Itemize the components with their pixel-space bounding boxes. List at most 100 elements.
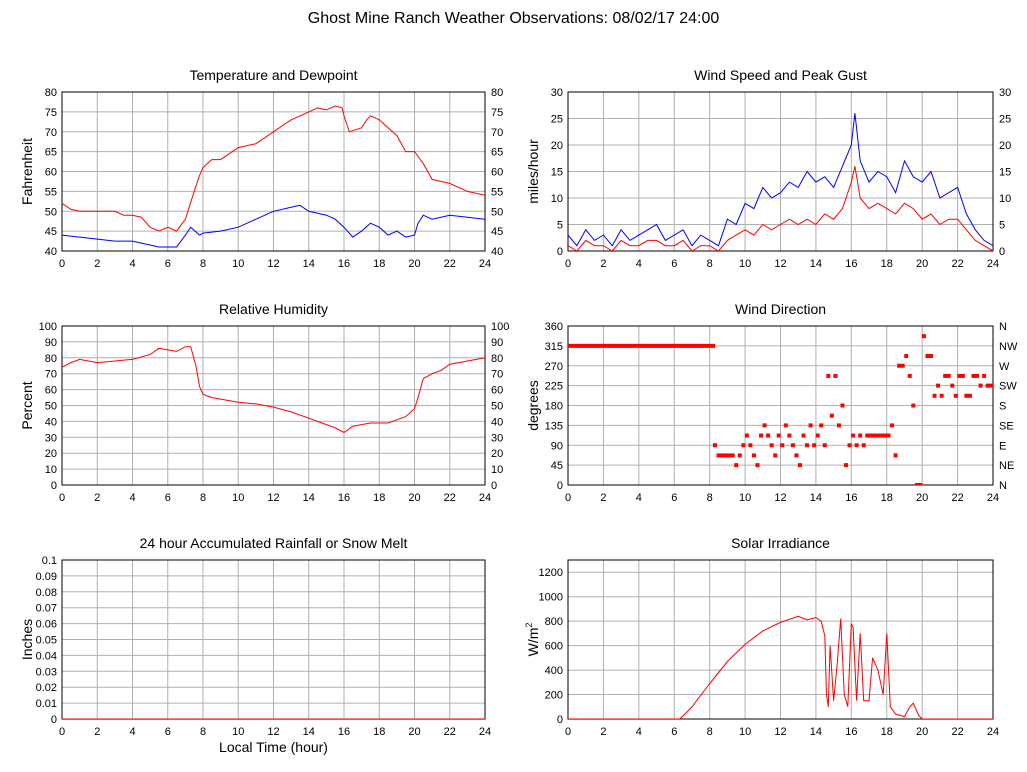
data-point [568, 343, 570, 348]
data-point [946, 373, 951, 378]
x-tick-label: 4 [129, 492, 135, 504]
data-point [897, 363, 902, 368]
right-tick-label: 65 [491, 147, 503, 159]
right-tick-label: NE [999, 460, 1014, 472]
x-tick-label: 22 [951, 492, 963, 504]
data-point [759, 433, 764, 438]
series-line-1 [568, 113, 993, 247]
x-tick-label: 16 [845, 726, 857, 738]
x-tick-label: 6 [671, 492, 677, 504]
data-point [697, 343, 702, 348]
data-point [815, 433, 820, 438]
x-tick-label: 6 [165, 258, 171, 270]
right-tick-label: 80 [491, 353, 503, 365]
data-point [797, 463, 802, 468]
data-point [730, 453, 735, 458]
data-point [665, 343, 670, 348]
x-tick-label: 16 [845, 258, 857, 270]
data-point [622, 343, 627, 348]
data-point [833, 373, 838, 378]
data-point [879, 433, 884, 438]
x-tick-label: 14 [303, 258, 315, 270]
x-tick-label: 2 [94, 258, 100, 270]
y-tick-label: 0 [51, 714, 57, 726]
y-tick-label: 60 [45, 385, 57, 397]
data-point [904, 354, 909, 359]
data-point [573, 343, 578, 348]
right-tick-label: N [999, 480, 1007, 492]
data-point [679, 343, 684, 348]
data-point [787, 433, 792, 438]
y-tick-label: 90 [45, 337, 57, 349]
y-tick-label: 40 [45, 416, 57, 428]
data-point [939, 393, 944, 398]
data-point [619, 343, 624, 348]
y-tick-label: 0.09 [36, 571, 57, 583]
data-point [590, 343, 595, 348]
plot-frame [567, 559, 994, 720]
x-tick-label: 0 [59, 726, 65, 738]
y-tick-label: 0.06 [36, 619, 57, 631]
y-tick-label: 180 [545, 401, 563, 413]
chart-title: Relative Humidity [219, 301, 328, 317]
x-tick-label: 24 [479, 258, 491, 270]
x-tick-label: 4 [129, 258, 135, 270]
x-tick-label: 2 [94, 492, 100, 504]
right-tick-label: 50 [491, 401, 503, 413]
plot-frame [567, 325, 994, 486]
x-tick-label: 8 [707, 258, 713, 270]
x-tick-label: 24 [987, 492, 999, 504]
data-point [693, 343, 698, 348]
data-point [727, 453, 732, 458]
right-tick-label: 10 [999, 193, 1011, 205]
x-tick-label: 2 [600, 492, 606, 504]
data-point [651, 343, 655, 348]
series-line-2 [568, 166, 993, 251]
y-tick-label: 0.03 [36, 666, 57, 678]
y-tick-label: 0 [51, 480, 57, 492]
data-point [808, 423, 813, 428]
right-tick-label: 90 [491, 337, 503, 349]
right-tick-label: N [999, 321, 1007, 333]
data-point [794, 453, 799, 458]
x-tick-label: 8 [707, 726, 713, 738]
x-tick-label: 18 [373, 492, 385, 504]
data-point [769, 443, 774, 448]
x-tick-label: 0 [59, 492, 65, 504]
right-tick-label: 25 [999, 114, 1011, 126]
data-point [629, 343, 634, 348]
y-tick-label: 25 [551, 114, 563, 126]
chart-title: Temperature and Dewpoint [189, 67, 357, 83]
x-tick-label: 20 [408, 258, 420, 270]
data-point [921, 334, 926, 339]
data-point [583, 343, 588, 348]
x-tick-label: 10 [739, 492, 751, 504]
data-point [766, 433, 771, 438]
data-point [720, 453, 725, 458]
data-point [801, 433, 806, 438]
right-tick-label: 0 [999, 246, 1005, 258]
plot-frame [567, 91, 994, 252]
x-tick-label: 2 [600, 726, 606, 738]
data-point [643, 343, 648, 348]
data-point [608, 343, 613, 348]
data-point [640, 343, 645, 348]
y-tick-label: 0.07 [36, 603, 57, 615]
series-line-2 [62, 204, 485, 248]
data-point [858, 433, 863, 438]
x-tick-label: 20 [408, 726, 420, 738]
x-tick-label: 18 [373, 726, 385, 738]
right-tick-label: E [999, 440, 1006, 452]
x-tick-label: 8 [707, 492, 713, 504]
right-tick-label: 50 [491, 206, 503, 218]
y-axis-label: W/m2 [524, 623, 541, 657]
y-tick-label: 10 [551, 193, 563, 205]
y-tick-label: 360 [545, 321, 563, 333]
x-tick-label: 20 [916, 492, 928, 504]
y-tick-label: 45 [551, 460, 563, 472]
data-point [989, 383, 993, 388]
y-tick-label: 270 [545, 361, 563, 373]
y-tick-label: 70 [45, 127, 57, 139]
data-point [886, 433, 891, 438]
